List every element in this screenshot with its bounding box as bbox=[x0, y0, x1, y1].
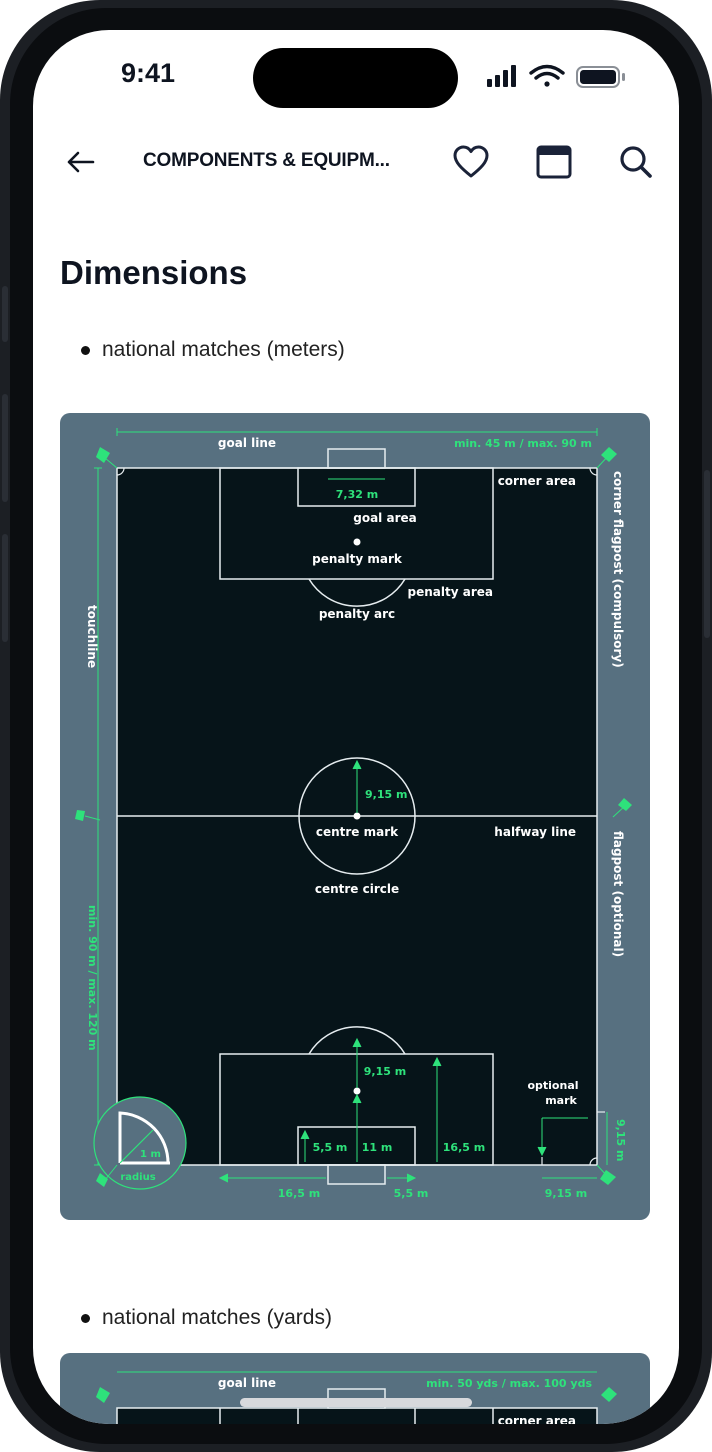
goal-area-top bbox=[297, 467, 416, 507]
status-time: 9:41 bbox=[121, 58, 176, 88]
label-goal-width: 7,32 m bbox=[336, 488, 378, 501]
label-penalty-distance: 9,15 m bbox=[364, 1065, 406, 1078]
phone-screen: 9:41 C bbox=[33, 30, 679, 1424]
label-goal-area: goal area bbox=[353, 511, 416, 525]
label-centre-circle: centre circle bbox=[315, 882, 399, 896]
label-penalty-arc: penalty arc bbox=[319, 607, 395, 621]
action-button bbox=[2, 286, 8, 342]
label-width: min. 45 m / max. 90 m bbox=[454, 437, 592, 450]
heart-icon bbox=[453, 145, 489, 178]
volume-up-button bbox=[2, 394, 8, 502]
label-length: min. 90 m / max. 120 m bbox=[86, 905, 99, 1051]
status-bar: 9:41 bbox=[33, 30, 679, 120]
search-icon bbox=[620, 146, 652, 178]
bullet-dot bbox=[81, 1313, 90, 1323]
window-icon bbox=[536, 145, 572, 179]
dynamic-island bbox=[253, 48, 458, 108]
status-icons bbox=[487, 64, 625, 88]
favorite-button[interactable] bbox=[449, 140, 493, 184]
flag-icons bbox=[75, 447, 632, 1187]
label-halfway-line: halfway line bbox=[494, 825, 576, 839]
label-touchline: touchline bbox=[85, 605, 99, 668]
pitch-diagram-meters: goal line min. 45 m / max. 90 m 7,32 m c… bbox=[60, 413, 650, 1220]
goal-top bbox=[327, 448, 386, 469]
label-radius: radius bbox=[120, 1172, 155, 1183]
page-title: COMPONENTS & EQUIPM... bbox=[143, 150, 390, 171]
label-penalty-area-depth: 16,5 m bbox=[443, 1141, 485, 1154]
penalty-mark-top bbox=[353, 538, 361, 546]
label-centre-mark: centre mark bbox=[316, 825, 399, 839]
label-bottom-16-5: 16,5 m bbox=[278, 1187, 320, 1200]
signal-icon bbox=[487, 65, 516, 87]
navigation-bar: COMPONENTS & EQUIPM... bbox=[33, 130, 679, 194]
label-penalty-mark-top: penalty mark bbox=[312, 552, 403, 566]
goal-bottom bbox=[327, 1164, 386, 1185]
label-side-gap: 9,15 m bbox=[614, 1119, 627, 1161]
label-goal-area-depth: 5,5 m bbox=[313, 1141, 348, 1154]
pitch-diagram-yards: goal line min. 50 yds / max. 100 yds cor… bbox=[60, 1353, 650, 1424]
back-button[interactable] bbox=[58, 140, 102, 184]
wifi-icon bbox=[529, 64, 565, 87]
label-corner-radius: 1 m bbox=[140, 1149, 161, 1160]
penalty-mark-bottom bbox=[353, 1087, 361, 1095]
label-penalty-mark-distance: 11 m bbox=[362, 1141, 393, 1154]
bullet-label: national matches (meters) bbox=[102, 338, 345, 361]
corner-radius-inset bbox=[93, 1096, 187, 1190]
centre-circle bbox=[298, 757, 416, 875]
label-corner-area-yards: corner area bbox=[498, 1414, 576, 1424]
back-arrow-icon bbox=[67, 151, 95, 173]
label-flagpost-optional: flagpost (optional) bbox=[611, 831, 625, 957]
label-goal-line: goal line bbox=[218, 436, 276, 450]
label-corner-flagpost: corner flagpost (compulsory) bbox=[611, 471, 625, 668]
volume-down-button bbox=[2, 534, 8, 642]
pitch-svg: goal line min. 45 m / max. 90 m 7,32 m c… bbox=[75, 428, 632, 1200]
label-optional-mark-1: optional bbox=[527, 1079, 578, 1092]
home-indicator[interactable] bbox=[240, 1398, 472, 1407]
battery-icon bbox=[576, 66, 625, 88]
centre-mark bbox=[353, 812, 361, 820]
search-button[interactable] bbox=[614, 140, 658, 184]
label-optional-mark-2: mark bbox=[545, 1094, 577, 1107]
bullet-item-yards: national matches (yards) bbox=[81, 1306, 332, 1330]
bullet-item-meters: national matches (meters) bbox=[81, 338, 345, 362]
label-corner-area: corner area bbox=[498, 474, 576, 488]
label-bottom-9-15: 9,15 m bbox=[545, 1187, 587, 1200]
penalty-arc-bottom bbox=[308, 1026, 406, 1055]
dimension-lines bbox=[94, 428, 608, 1183]
label-bottom-5-5: 5,5 m bbox=[394, 1187, 429, 1200]
label-centre-radius: 9,15 m bbox=[365, 788, 407, 801]
pitch-svg-yards: goal line min. 50 yds / max. 100 yds cor… bbox=[96, 1371, 617, 1424]
penalty-arc-top bbox=[308, 578, 406, 607]
label-goal-line-yards: goal line bbox=[218, 1376, 276, 1390]
label-width-yards: min. 50 yds / max. 100 yds bbox=[426, 1377, 592, 1390]
power-button bbox=[704, 470, 710, 638]
bullet-label: national matches (yards) bbox=[102, 1306, 332, 1329]
section-heading: Dimensions bbox=[60, 254, 248, 291]
bullet-dot bbox=[81, 345, 90, 355]
label-penalty-area: penalty area bbox=[408, 585, 493, 599]
window-button[interactable] bbox=[532, 140, 576, 184]
